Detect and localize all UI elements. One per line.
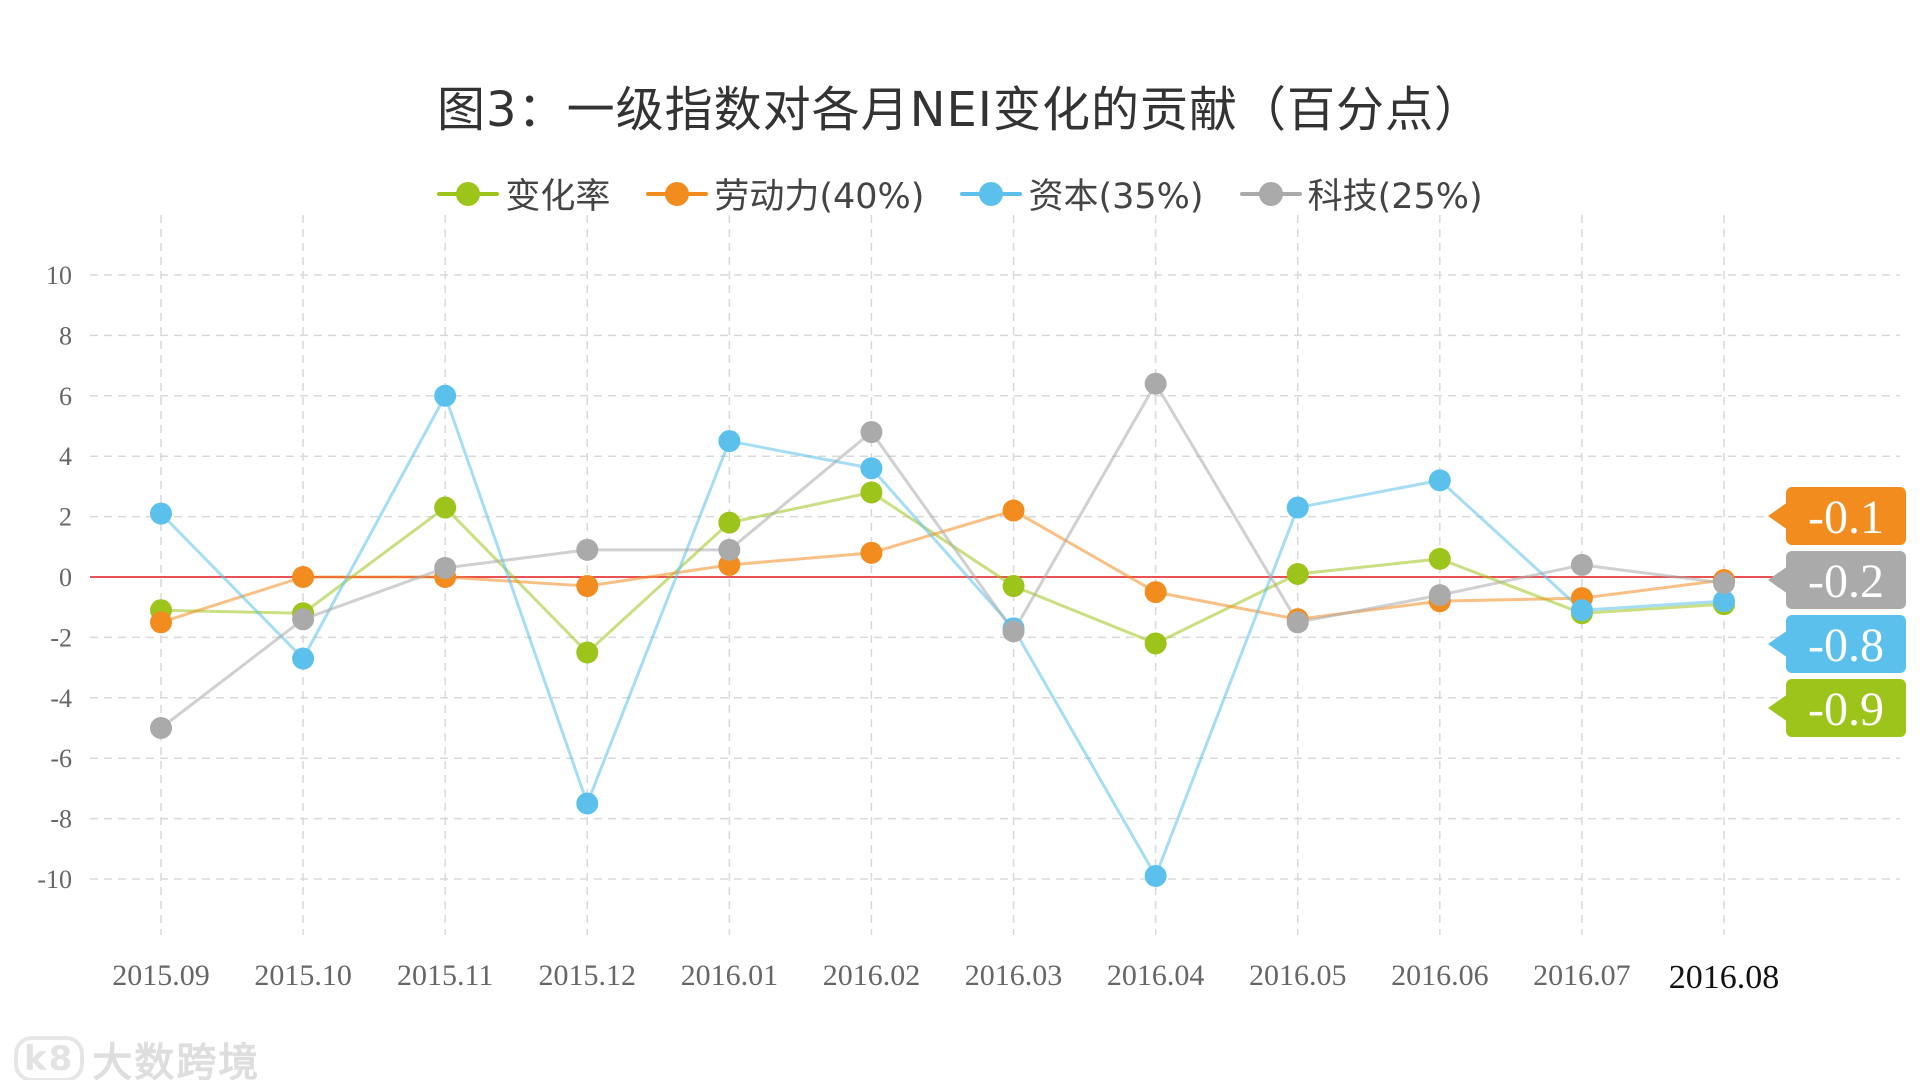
legend-item-rate[interactable]: 变化率 xyxy=(437,168,610,219)
data-point-2 xyxy=(1428,469,1451,492)
data-point-3 xyxy=(576,538,599,561)
data-point-1 xyxy=(292,566,315,588)
series-line-3 xyxy=(160,382,1725,730)
legend-dot xyxy=(979,181,1004,206)
y-tick-label: 10 xyxy=(46,261,72,290)
y-tick-label: 6 xyxy=(59,382,72,411)
end-label-text: -0.2 xyxy=(1808,555,1884,608)
end-label-text: -0.9 xyxy=(1808,683,1884,736)
legend-item-capital[interactable]: 资本(35%) xyxy=(960,168,1204,219)
data-point-2 xyxy=(1144,864,1167,887)
x-tick-label: 2016.01 xyxy=(681,959,779,992)
legend-label-rate: 变化率 xyxy=(505,177,611,217)
data-point-2 xyxy=(1713,590,1735,613)
y-tick-label: 2 xyxy=(59,503,72,532)
x-tick-label: 2016.06 xyxy=(1391,959,1489,992)
data-point-2 xyxy=(150,502,172,525)
end-label-text: -0.8 xyxy=(1808,619,1884,672)
y-tick-label: 4 xyxy=(59,442,72,471)
legend-dot xyxy=(456,181,481,206)
data-point-2 xyxy=(434,384,457,407)
legend-swatch-tech xyxy=(1239,181,1302,206)
legend-dot xyxy=(1258,181,1283,206)
data-point-0 xyxy=(1428,547,1451,570)
data-point-3 xyxy=(150,717,172,739)
data-point-1 xyxy=(150,611,172,634)
data-point-0 xyxy=(1286,562,1309,585)
data-point-2 xyxy=(1286,496,1309,519)
y-tick-label: 0 xyxy=(59,563,72,592)
data-point-2 xyxy=(292,647,315,670)
data-point-0 xyxy=(576,641,599,664)
legend-dot xyxy=(665,181,690,206)
legend: 变化率 劳动力(40%) 资本(35%) 科技(25%) xyxy=(0,168,1920,219)
x-tick-label: 2016.08 xyxy=(1669,959,1780,996)
end-label-text: -0.1 xyxy=(1808,491,1884,544)
watermark-text: 大数跨境 xyxy=(92,1040,261,1080)
data-point-1 xyxy=(576,575,599,598)
data-point-0 xyxy=(718,511,741,534)
y-tick-label: -10 xyxy=(37,865,72,894)
data-point-3 xyxy=(718,538,741,561)
series-line-0 xyxy=(160,490,1725,654)
x-tick-label: 2016.05 xyxy=(1249,959,1347,992)
data-point-2 xyxy=(576,792,599,815)
data-point-1 xyxy=(860,541,883,564)
end-label-box xyxy=(1786,615,1906,673)
data-point-0 xyxy=(860,481,883,504)
data-point-0 xyxy=(1002,575,1025,598)
legend-item-labor[interactable]: 劳动力(40%) xyxy=(646,168,924,219)
watermark: k8 大数跨境 xyxy=(14,1030,260,1080)
data-point-3 xyxy=(1713,572,1735,595)
data-point-3 xyxy=(1428,584,1451,607)
end-label-pointer xyxy=(1768,694,1788,722)
data-point-3 xyxy=(1002,620,1025,643)
y-tick-label: -8 xyxy=(50,805,72,834)
end-label-pointer xyxy=(1768,502,1788,530)
watermark-logo-icon: k8 xyxy=(14,1036,85,1080)
series-line-2 xyxy=(159,394,1725,878)
x-tick-label: 2016.02 xyxy=(823,959,921,992)
legend-label-capital: 资本(35%) xyxy=(1028,177,1204,217)
data-point-2 xyxy=(860,457,883,480)
legend-label-tech: 科技(25%) xyxy=(1307,177,1483,217)
data-point-3 xyxy=(292,608,315,631)
legend-item-tech[interactable]: 科技(25%) xyxy=(1239,168,1483,219)
x-tick-label: 2016.07 xyxy=(1533,959,1631,992)
x-tick-label: 2015.10 xyxy=(254,959,352,992)
y-tick-label: -6 xyxy=(50,744,72,773)
data-point-0 xyxy=(1144,632,1167,655)
legend-swatch-labor xyxy=(646,181,709,206)
end-label-box xyxy=(1786,487,1906,545)
chart-title: 图3：一级指数对各月NEI变化的贡献（百分点） xyxy=(437,82,1483,138)
data-point-3 xyxy=(434,556,457,579)
x-tick-label: 2016.04 xyxy=(1107,959,1205,992)
data-point-0 xyxy=(434,496,457,519)
y-tick-label: 8 xyxy=(59,321,72,350)
data-point-2 xyxy=(1570,599,1593,622)
legend-label-labor: 劳动力(40%) xyxy=(714,177,925,217)
data-point-1 xyxy=(1002,499,1025,522)
end-label-pointer xyxy=(1768,566,1788,594)
legend-swatch-rate xyxy=(437,181,500,206)
data-point-3 xyxy=(1144,372,1167,395)
y-tick-label: -2 xyxy=(50,623,72,652)
end-label-pointer xyxy=(1768,630,1788,658)
y-tick-label: -4 xyxy=(50,684,72,713)
data-point-3 xyxy=(860,421,883,444)
data-point-2 xyxy=(718,430,741,453)
data-point-3 xyxy=(1570,553,1593,576)
data-point-3 xyxy=(1286,611,1309,634)
x-tick-label: 2016.03 xyxy=(965,959,1063,992)
data-point-1 xyxy=(1144,581,1167,604)
legend-swatch-capital xyxy=(960,181,1023,206)
end-label-box xyxy=(1786,679,1906,737)
data-point-1 xyxy=(718,553,741,576)
x-tick-label: 2015.11 xyxy=(397,959,493,992)
end-label-box xyxy=(1786,551,1906,609)
x-tick-label: 2015.12 xyxy=(539,959,637,992)
x-tick-label: 2015.09 xyxy=(112,959,210,992)
